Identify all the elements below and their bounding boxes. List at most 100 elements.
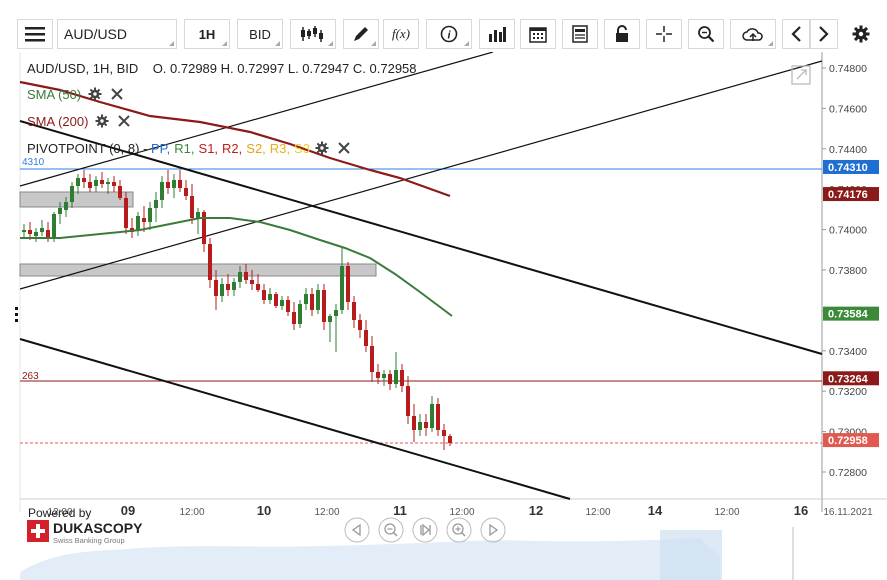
candle-body — [76, 178, 80, 186]
period-select[interactable]: 1H — [184, 19, 230, 49]
candle-body — [28, 230, 32, 234]
candle-body — [268, 294, 272, 300]
chart-canvas[interactable]: 0.748000.746000.744000.742000.740000.738… — [0, 51, 887, 580]
candle-body — [400, 370, 404, 386]
trendline-upper-channel[interactable] — [19, 51, 494, 187]
candle-body — [172, 180, 176, 188]
candle-body — [334, 310, 338, 316]
supply-zone-upper[interactable] — [19, 191, 134, 208]
chart-type-button[interactable] — [290, 19, 336, 49]
pivot-s2-label: S2, — [246, 140, 266, 156]
candle-body — [280, 300, 284, 306]
price-tag[interactable]: 0.73584 — [823, 306, 879, 321]
side-value: BID — [249, 26, 271, 42]
resize-handle[interactable] — [15, 307, 18, 322]
cloud-button[interactable] — [730, 19, 776, 49]
price-tick-label: 0.73200 — [829, 386, 867, 398]
candle-body — [286, 300, 290, 312]
zoom-button[interactable] — [688, 19, 724, 49]
candle-body — [376, 372, 380, 378]
cloud-upload-icon — [742, 28, 763, 41]
pivot-close-icon[interactable] — [336, 140, 352, 156]
scroll-right-button[interactable] — [810, 19, 838, 49]
zoom-out-button[interactable] — [375, 516, 407, 544]
document-icon — [572, 25, 588, 43]
maximize-icon[interactable] — [791, 65, 811, 85]
candlestick-icon — [301, 26, 323, 42]
instrument-info: AUD/USD, 1H, BID O. 0.72989 H. 0.72997 L… — [27, 61, 417, 76]
sma200-label[interactable]: SMA (200) — [27, 113, 89, 129]
candle-body — [358, 320, 362, 330]
time-label: 12 — [529, 503, 543, 518]
calendar-button[interactable] — [520, 19, 556, 49]
supply-zone-lower[interactable] — [19, 263, 377, 277]
menu-button[interactable] — [17, 19, 53, 49]
info-button[interactable]: i — [426, 19, 472, 49]
candle-body — [424, 422, 428, 428]
crosshair-icon — [656, 26, 672, 42]
candle-body — [202, 212, 206, 244]
candle-body — [448, 436, 452, 443]
reset-button[interactable] — [409, 516, 441, 544]
candle-body — [196, 212, 200, 218]
settings-button[interactable] — [846, 19, 876, 49]
sma200-close-icon[interactable] — [116, 113, 132, 129]
price-tag[interactable]: 0.73264 — [823, 371, 879, 386]
sma50-label[interactable]: SMA (50) — [27, 86, 82, 102]
price-tag[interactable]: 0.72958 — [823, 433, 879, 448]
chart-nav-controls — [341, 516, 509, 544]
price-tag[interactable]: 0.74176 — [823, 187, 879, 202]
sma200-settings-gear-icon[interactable] — [94, 113, 110, 129]
candle-body — [322, 290, 326, 322]
chevron-left-icon — [791, 26, 801, 42]
calendar-icon — [529, 27, 547, 43]
side-select[interactable]: BID — [237, 19, 283, 49]
symbol-input[interactable]: AUD/USD — [57, 19, 177, 49]
menu-icon — [25, 27, 45, 42]
candle-body — [160, 182, 164, 200]
time-label: 12:00 — [714, 507, 739, 518]
pivot-label[interactable]: PIVOTPOINT (0, 8) — [27, 140, 140, 156]
function-icon: f(x) — [391, 26, 411, 41]
lock-button[interactable] — [604, 19, 640, 49]
news-button[interactable] — [562, 19, 598, 49]
trendline-falling-lower[interactable] — [19, 338, 571, 500]
zoom-out-icon — [378, 517, 404, 543]
function-button[interactable]: f(x) — [383, 19, 419, 49]
pivot-legend: PIVOTPOINT (0, 8) - PP, R1, S1, R2, S2, … — [27, 140, 352, 156]
candle-body — [214, 280, 218, 296]
scroll-back-button[interactable] — [341, 516, 373, 544]
sma50-legend: SMA (50) — [27, 86, 125, 102]
candle-body — [58, 208, 62, 214]
navigator-area — [20, 538, 720, 580]
candle-body — [106, 182, 110, 184]
sma50-line[interactable] — [20, 217, 453, 317]
scroll-left-button[interactable] — [782, 19, 810, 49]
scroll-forward-button[interactable] — [477, 516, 509, 544]
trendline-rising[interactable] — [19, 60, 823, 290]
candle-body — [208, 244, 212, 280]
zoom-in-button[interactable] — [443, 516, 475, 544]
sma200-line[interactable] — [19, 80, 451, 198]
candle-body — [46, 230, 50, 238]
price-tag[interactable]: 0.74310 — [823, 159, 879, 174]
trendline-falling-upper[interactable] — [19, 120, 823, 355]
time-label: 12:00 — [47, 507, 72, 518]
candle-body — [304, 294, 308, 304]
candle-body — [184, 188, 188, 196]
dukascopy-logo: DUKASCOPY Swiss Banking Group — [27, 519, 147, 545]
volume-button[interactable] — [479, 19, 515, 49]
time-label: 10 — [257, 503, 271, 518]
price-chart[interactable]: 0.748000.746000.744000.742000.740000.738… — [0, 51, 887, 580]
time-axis-labels: 12:00 09 12:00 10 12:00 11 12:00 12 12:00 14 12:00… — [47, 503, 873, 518]
draw-button[interactable] — [343, 19, 379, 49]
pivot-settings-gear-icon[interactable] — [314, 140, 330, 156]
triangle-left-icon — [344, 517, 370, 543]
crosshair-button[interactable] — [646, 19, 682, 49]
brand-tagline: Swiss Banking Group — [53, 536, 125, 545]
navigator-window[interactable] — [660, 530, 722, 580]
pivot-separator: - — [139, 140, 152, 156]
sma50-settings-gear-icon[interactable] — [87, 86, 103, 102]
sma50-close-icon[interactable] — [109, 86, 125, 102]
candle-body — [40, 228, 44, 232]
